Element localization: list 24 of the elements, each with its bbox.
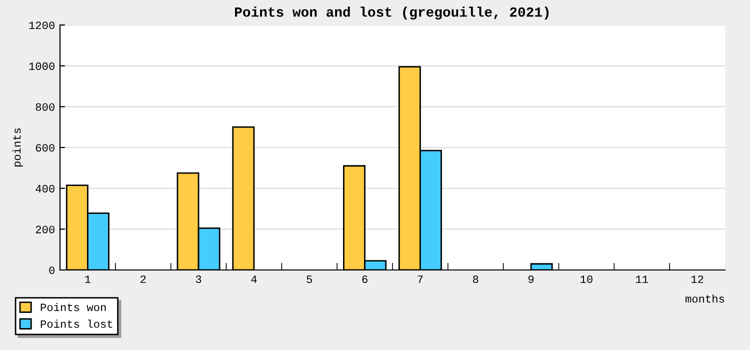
x-tick-label: 1 <box>85 276 91 283</box>
y-tick-label: 600 <box>36 144 54 152</box>
x-axis-title: months <box>686 294 724 303</box>
legend-label: Points won <box>40 303 106 312</box>
x-tick-label: 3 <box>196 275 202 284</box>
x-tick-label: 11 <box>636 276 648 283</box>
y-tick-label: 400 <box>36 184 54 192</box>
y-tick-label: 800 <box>36 103 54 111</box>
x-tick-label: 4 <box>251 276 257 283</box>
x-tick-label: 12 <box>691 275 704 283</box>
legend-label: Points lost <box>40 320 112 328</box>
y-tick-label: 1200 <box>29 22 54 30</box>
y-tick-label: 200 <box>36 226 54 234</box>
x-tick-label: 7 <box>418 276 423 283</box>
y-tick-label: 1000 <box>29 62 54 70</box>
y-tick-label: 0 <box>49 266 54 274</box>
x-tick-label: 6 <box>362 275 368 284</box>
x-tick-label: 2 <box>140 275 146 283</box>
y-axis-title: points <box>12 128 23 167</box>
x-tick-label: 10 <box>580 275 592 284</box>
x-tick-label: 9 <box>528 275 534 284</box>
x-tick-label: 8 <box>473 275 478 284</box>
chart-title: Points won and lost (gregouille, 2021) <box>235 6 549 20</box>
x-tick-label: 5 <box>306 276 312 284</box>
